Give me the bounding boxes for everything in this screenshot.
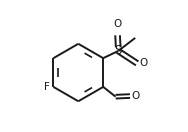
Text: O: O [132, 91, 140, 101]
Text: F: F [44, 82, 49, 92]
Text: S: S [114, 44, 122, 57]
Text: O: O [113, 19, 122, 29]
Text: O: O [139, 58, 147, 68]
